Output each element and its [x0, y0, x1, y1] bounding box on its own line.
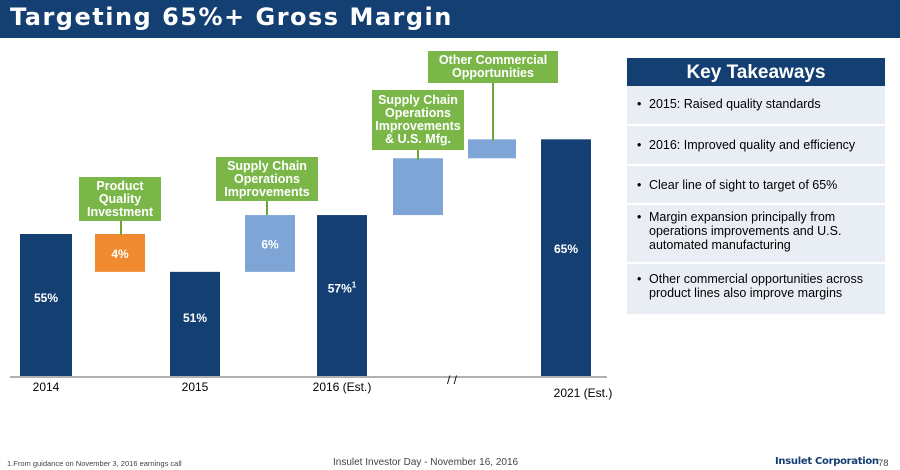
key-takeaways-panel	[627, 58, 885, 314]
data-label: 65%	[554, 242, 578, 256]
takeaway-item: • Other commercial opportunities across …	[637, 272, 863, 300]
divider	[627, 203, 885, 205]
slide-title: Targeting 65%+ Gross Margin	[10, 3, 453, 31]
takeaway-item: • 2015: Raised quality standards	[637, 97, 821, 111]
footer-event: Insulet Investor Day - November 16, 2016	[333, 457, 519, 468]
divider	[627, 164, 885, 166]
bar-total	[20, 234, 72, 376]
data-label: 4%	[111, 247, 129, 261]
bar-total	[541, 139, 591, 376]
bullet-icon: •	[637, 178, 642, 192]
x-tick-label: 2021 (Est.)	[554, 386, 613, 400]
callout-connector	[266, 201, 268, 215]
x-tick-label: 2015	[182, 380, 209, 394]
data-label: 51%	[183, 311, 207, 325]
bar-decrease	[95, 234, 145, 272]
divider	[627, 262, 885, 264]
bar-increase	[245, 215, 295, 272]
takeaway-item: • Clear line of sight to target of 65%	[637, 178, 838, 192]
callout-supply-chain: Supply Chain Operations Improvements	[216, 157, 318, 201]
callout-connector	[492, 83, 494, 141]
callout-product-quality: Product Quality Investment	[79, 177, 161, 221]
data-label: 57%1	[328, 280, 357, 295]
bar-total	[317, 215, 367, 376]
bullet-icon: •	[637, 272, 642, 286]
divider	[627, 124, 885, 126]
bar-increase	[468, 139, 516, 159]
x-tick-label: 2014	[33, 380, 60, 394]
page-number: 78	[878, 458, 889, 469]
axis-break: / /	[447, 373, 458, 387]
takeaway-item: • Margin expansion principally from oper…	[637, 210, 842, 252]
title-bar: Targeting 65%+ Gross Margin	[0, 0, 900, 38]
key-takeaways-header: Key Takeaways	[627, 58, 885, 86]
bullet-icon: •	[637, 97, 642, 111]
bar-increase	[393, 158, 443, 216]
bar-total	[170, 271, 220, 376]
footnote: 1.From guidance on November 3, 2016 earn…	[7, 459, 182, 468]
data-label: 6%	[261, 237, 279, 251]
bullet-icon: •	[637, 138, 642, 152]
bullet-icon: •	[637, 210, 642, 224]
callout-other-commercial: Other Commercial Opportunities	[428, 51, 558, 83]
callout-connector	[120, 221, 122, 235]
callout-connector	[417, 150, 419, 160]
takeaway-item: • 2016: Improved quality and efficiency	[637, 138, 856, 152]
callout-supply-chain-mfg: Supply Chain Operations Improvements & U…	[372, 90, 464, 150]
company-logo: Insulet Corporation	[775, 456, 879, 467]
x-tick-label: 2016 (Est.)	[313, 380, 372, 394]
waterfall-chart: 55% 4% 51% 6% 57%1 65% / / 2014 2015 2016 (Est.) 2…	[10, 139, 613, 400]
data-label: 55%	[34, 291, 58, 305]
